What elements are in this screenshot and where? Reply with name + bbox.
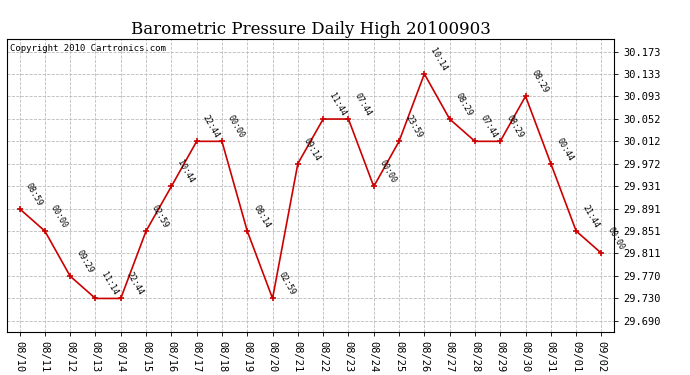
Text: 00:44: 00:44 (555, 136, 575, 162)
Text: 11:14: 11:14 (99, 271, 120, 297)
Text: Copyright 2010 Cartronics.com: Copyright 2010 Cartronics.com (10, 44, 166, 53)
Text: 00:00: 00:00 (226, 114, 246, 140)
Text: 10:44: 10:44 (175, 159, 196, 185)
Title: Barometric Pressure Daily High 20100903: Barometric Pressure Daily High 20100903 (130, 21, 491, 38)
Text: 10:14: 10:14 (428, 46, 448, 72)
Text: 00:00: 00:00 (49, 204, 69, 230)
Text: 08:29: 08:29 (530, 69, 550, 95)
Text: 11:44: 11:44 (327, 92, 348, 118)
Text: 07:44: 07:44 (479, 114, 500, 140)
Text: 00:00: 00:00 (378, 159, 398, 185)
Text: 22:44: 22:44 (125, 271, 145, 297)
Text: 09:14: 09:14 (302, 136, 322, 162)
Text: 08:59: 08:59 (23, 181, 44, 207)
Text: 02:59: 02:59 (277, 271, 297, 297)
Text: 22:44: 22:44 (201, 114, 221, 140)
Text: 08:14: 08:14 (251, 204, 272, 230)
Text: 23:59: 23:59 (403, 114, 424, 140)
Text: 02:59: 02:59 (150, 204, 170, 230)
Text: 00:00: 00:00 (606, 226, 626, 252)
Text: 08:29: 08:29 (504, 114, 524, 140)
Text: 21:44: 21:44 (580, 204, 600, 230)
Text: 07:44: 07:44 (353, 92, 373, 118)
Text: 09:29: 09:29 (75, 249, 95, 275)
Text: 08:29: 08:29 (454, 92, 474, 118)
